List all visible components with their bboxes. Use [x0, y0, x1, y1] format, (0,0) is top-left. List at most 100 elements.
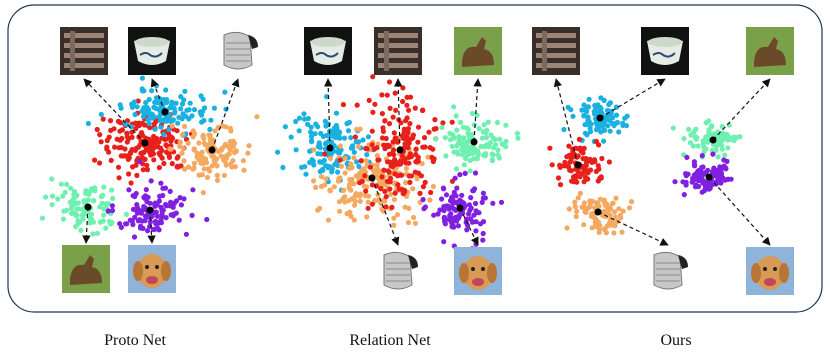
- point: [148, 111, 154, 117]
- point: [139, 108, 145, 114]
- point: [451, 149, 457, 155]
- point: [618, 215, 624, 221]
- point: [241, 167, 247, 173]
- point: [567, 159, 573, 165]
- point: [699, 153, 705, 159]
- point: [315, 143, 321, 150]
- point: [498, 199, 505, 205]
- point: [460, 142, 467, 148]
- point: [394, 212, 401, 218]
- point: [420, 196, 426, 203]
- center: [705, 173, 713, 181]
- point: [60, 216, 67, 222]
- point: [572, 173, 579, 179]
- point: [382, 198, 388, 204]
- point: [514, 130, 521, 136]
- point: [572, 199, 578, 205]
- point: [227, 125, 233, 131]
- point: [485, 119, 491, 125]
- point: [106, 218, 112, 225]
- point: [430, 158, 436, 165]
- point: [601, 197, 607, 203]
- point: [490, 135, 497, 141]
- point: [64, 181, 70, 187]
- point: [98, 139, 104, 145]
- point: [214, 172, 220, 178]
- point: [232, 164, 238, 170]
- point: [177, 139, 183, 145]
- point: [356, 163, 362, 170]
- point: [570, 113, 576, 119]
- point: [451, 104, 457, 110]
- point: [191, 107, 198, 113]
- point: [173, 198, 180, 204]
- point: [700, 141, 706, 147]
- point: [117, 221, 123, 227]
- point: [363, 158, 369, 164]
- point: [581, 200, 588, 206]
- point: [465, 139, 471, 145]
- point: [181, 97, 187, 103]
- point: [480, 230, 486, 237]
- point: [415, 156, 421, 162]
- point: [202, 141, 208, 147]
- point: [441, 186, 447, 192]
- point: [453, 113, 459, 119]
- point: [398, 161, 404, 167]
- point: [442, 135, 448, 141]
- point: [613, 195, 619, 201]
- point: [161, 132, 167, 138]
- mouth: [764, 278, 776, 286]
- point: [97, 132, 103, 138]
- point: [374, 162, 380, 168]
- arrow: [211, 78, 240, 151]
- point: [406, 173, 412, 179]
- point: [170, 117, 176, 124]
- arrow: [83, 78, 146, 144]
- point: [199, 172, 205, 178]
- point: [109, 187, 115, 193]
- point: [92, 157, 98, 163]
- point: [342, 170, 348, 176]
- point: [703, 146, 709, 152]
- frame: [7, 4, 823, 313]
- point: [403, 118, 409, 124]
- point: [341, 187, 347, 193]
- point: [596, 229, 602, 235]
- point: [722, 132, 728, 138]
- point: [143, 135, 149, 141]
- point: [454, 218, 460, 224]
- point: [601, 127, 608, 133]
- point: [152, 99, 158, 105]
- point: [595, 125, 601, 131]
- point: [482, 195, 488, 201]
- point: [605, 123, 611, 129]
- point: [348, 135, 354, 141]
- point: [469, 110, 475, 117]
- point: [495, 152, 501, 158]
- mouth: [146, 276, 158, 284]
- point: [401, 135, 407, 142]
- point: [293, 118, 299, 125]
- point: [333, 110, 340, 116]
- arrow: [708, 176, 771, 246]
- point: [323, 140, 329, 146]
- point: [580, 156, 586, 162]
- point: [490, 200, 496, 206]
- point: [119, 135, 125, 142]
- point: [307, 159, 313, 166]
- point: [564, 163, 570, 169]
- point: [613, 112, 620, 118]
- point: [349, 165, 355, 171]
- point: [406, 107, 412, 113]
- point: [683, 171, 689, 177]
- point: [109, 207, 116, 214]
- bowl-rim: [311, 37, 345, 47]
- ear: [161, 261, 171, 281]
- point: [101, 184, 107, 190]
- point: [425, 154, 431, 160]
- point: [376, 157, 382, 163]
- thumbnail: [128, 27, 176, 75]
- point: [351, 217, 357, 223]
- point: [725, 145, 731, 151]
